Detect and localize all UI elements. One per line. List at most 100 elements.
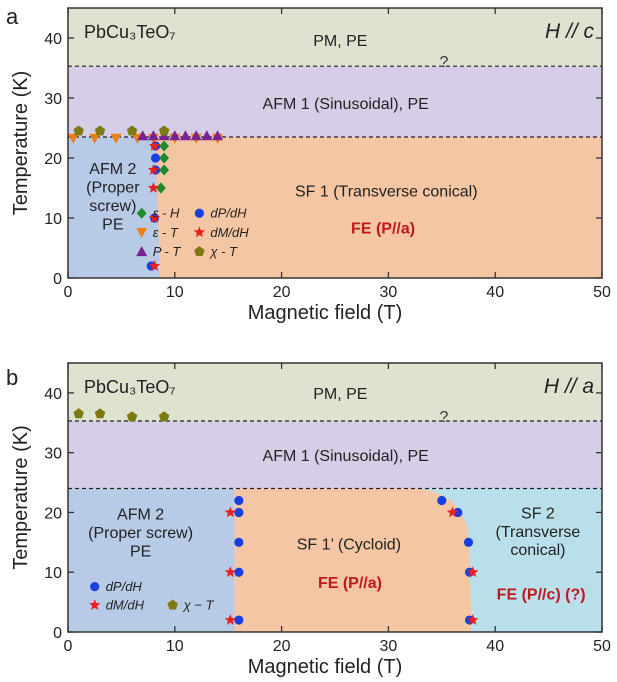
phase-label-fe-a-line: FE (P//a) <box>318 575 382 592</box>
phase-label-pm-pe: PM, PE <box>313 386 367 403</box>
data-point-diamond <box>159 164 170 176</box>
y-tick-label: 40 <box>44 31 62 48</box>
region-afm2 <box>68 137 160 278</box>
phase-label-afm2-line: AFM 2 <box>117 507 164 524</box>
compound-label: PbCu₃TeO₇ <box>84 377 176 397</box>
phase-label-afm2: AFM 2 (Proper screw) PE <box>88 507 193 561</box>
data-point-circle <box>234 615 244 625</box>
panel-label: b <box>6 365 18 390</box>
phase-label-afm1-line: AFM 1 (Sinusoidal), PE <box>263 96 429 113</box>
phase-label-sf1-line: SF 1 (Transverse conical) <box>295 183 478 200</box>
data-point-pentagon <box>126 411 138 422</box>
legend-label: P - T <box>153 244 182 259</box>
y-tick-label: 10 <box>44 211 62 228</box>
data-point-triangle-up <box>201 130 213 141</box>
phase-label-pm-pe-line: PM, PE <box>313 386 367 403</box>
data-point-pentagon <box>158 411 170 422</box>
data-point-diamond <box>159 140 170 152</box>
phase-label-sf1-cycloid: SF 1’ (Cycloid) <box>297 537 401 554</box>
region-pm-pe <box>68 363 602 421</box>
x-tick-label: 50 <box>593 638 611 655</box>
data-point-star <box>467 566 479 578</box>
x-tick-label: 20 <box>273 284 291 301</box>
legend-label: dM/dH <box>106 598 145 613</box>
x-tick-label: 30 <box>380 638 398 655</box>
region-afm1 <box>68 420 602 489</box>
legend-label: dP/dH <box>210 206 247 221</box>
y-tick-label: 20 <box>44 151 62 168</box>
y-axis-label: Temperature (K) <box>10 71 32 216</box>
phase-label-sf2: SF 2 (Transverse conical) <box>496 505 581 559</box>
x-axis-label: Magnetic field (T) <box>248 656 403 678</box>
x-tick-label: 40 <box>486 638 504 655</box>
phase-label-afm1: AFM 1 (Sinusoidal), PE <box>263 96 429 113</box>
y-tick-label: 20 <box>44 505 62 522</box>
y-tick-label: 30 <box>44 446 62 463</box>
legend-label: χ − T <box>183 598 215 613</box>
phase-label-afm2: AFM 2 (Proper screw) PE <box>86 161 140 233</box>
phase-label-sf1-cycloid-line: SF 1’ (Cycloid) <box>297 537 401 554</box>
data-point-circle <box>463 537 474 547</box>
y-tick-label: 0 <box>53 625 62 642</box>
legend-marker-diamond <box>136 207 147 219</box>
question-mark: ? <box>439 409 448 426</box>
legend-marker-circle <box>194 208 204 218</box>
data-point-triangle-up <box>137 130 149 141</box>
phase-label-afm1: AFM 1 (Sinusoidal), PE <box>263 448 429 465</box>
phase-label-pm-pe-line: PM, PE <box>313 33 367 50</box>
data-point-triangle-up <box>212 130 224 141</box>
phase-label-fe-c-line: FE (P//c) (?) <box>497 587 586 604</box>
data-point-star <box>467 614 479 625</box>
legend-marker-star <box>193 226 206 238</box>
data-point-pentagon <box>73 408 84 419</box>
data-point-star <box>224 614 237 625</box>
phase-label-sf2-line: SF 2 <box>521 505 555 522</box>
data-point-star <box>147 164 160 175</box>
data-point-pentagon <box>126 125 138 136</box>
phase-label-afm2-line: AFM 2 <box>89 161 136 178</box>
legend-marker-pentagon <box>167 599 178 610</box>
data-point-pentagon <box>158 125 170 136</box>
data-point-triangle-down <box>67 133 79 144</box>
phase-label-afm2-line: PE <box>130 543 151 560</box>
panel-a: ? PM, PE AFM 1 (Sinusoidal), PE AFM 2 (Prope… <box>6 4 611 324</box>
data-point-star <box>224 566 237 578</box>
data-point-triangle-up <box>169 130 181 141</box>
phase-label-sf1: SF 1 (Transverse conical) <box>295 183 478 200</box>
region-sf1-cycloid <box>234 488 472 632</box>
data-point-star <box>148 212 161 223</box>
panel-b: ? PM, PE AFM 1 (Sinusoidal), PE AFM 2 (Prope… <box>6 362 611 678</box>
x-tick-label: 0 <box>64 284 73 301</box>
phase-label-fe-line: FE (P//a) <box>351 221 415 238</box>
data-point-triangle-down <box>89 133 101 144</box>
field-direction-label: H // c <box>545 20 595 43</box>
legend-marker-pentagon <box>194 246 205 257</box>
phase-label-afm1-line: AFM 1 (Sinusoidal), PE <box>263 448 429 465</box>
legend-label: χ - T <box>209 244 238 259</box>
data-point-diamond <box>159 152 170 164</box>
legend-marker-triangle-down <box>136 227 148 238</box>
plot-frame <box>67 362 603 633</box>
data-point-triangle-up <box>190 130 202 141</box>
data-point-circle <box>150 153 161 163</box>
data-point-pentagon <box>94 125 106 136</box>
data-point-triangle-up <box>179 130 191 141</box>
panel-label: a <box>6 4 19 29</box>
phase-label-fe: FE (P//a) <box>351 221 415 238</box>
phase-label-afm2-line: (Proper <box>86 180 140 197</box>
data-point-circle <box>234 537 244 547</box>
x-axis-label: Magnetic field (T) <box>248 302 403 324</box>
data-point-star <box>446 506 459 518</box>
plot-frame <box>67 7 603 279</box>
x-tick-label: 40 <box>486 284 504 301</box>
legend-marker-circle <box>90 581 100 592</box>
phase-label-sf2-line: (Transverse <box>496 524 581 541</box>
y-tick-label: 10 <box>44 565 62 582</box>
x-tick-label: 10 <box>166 638 184 655</box>
x-tick-label: 10 <box>166 284 184 301</box>
x-tick-label: 0 <box>64 638 73 655</box>
phase-label-sf2-line: conical) <box>510 542 565 559</box>
data-point-circle <box>234 495 244 506</box>
data-point-circle <box>234 507 244 518</box>
